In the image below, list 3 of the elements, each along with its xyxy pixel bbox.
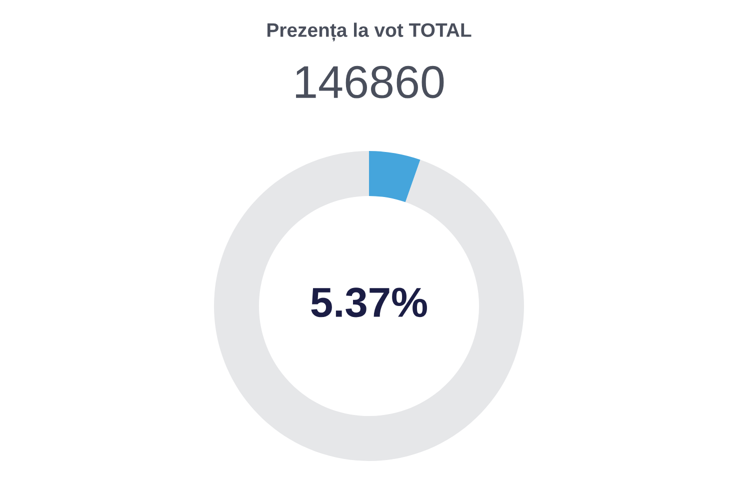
text: 5.37% <box>311 288 427 318</box>
chart-subtitle: 146860 <box>296 66 444 98</box>
chart-title: Prezența la vot TOTAL <box>267 22 472 42</box>
